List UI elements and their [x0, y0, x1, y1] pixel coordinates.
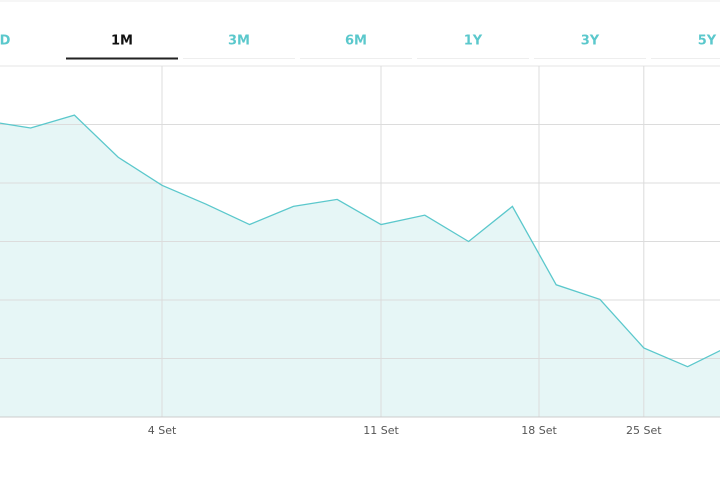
price-line: [0, 114, 720, 368]
x-tick-label: 4 Set: [148, 424, 177, 437]
tab[interactable]: 6M: [345, 34, 367, 49]
tab[interactable]: 1M: [111, 34, 133, 49]
tab[interactable]: 3M: [228, 34, 250, 49]
tab[interactable]: 1Y: [464, 34, 483, 49]
x-tick-label: 18 Set: [521, 424, 557, 437]
tab-bar: D 1M 3M 6M 1Y 3Y 5Y: [0, 34, 720, 60]
x-tick-label: 25 Set: [626, 424, 662, 437]
tab[interactable]: 3Y: [581, 34, 600, 49]
tab[interactable]: D: [0, 34, 11, 49]
x-tick-label: 11 Set: [363, 424, 399, 437]
plot: 4 Set 11 Set 18 Set 25 Set: [0, 66, 720, 437]
tab[interactable]: 5Y: [698, 34, 717, 49]
area-fill: [0, 115, 720, 417]
